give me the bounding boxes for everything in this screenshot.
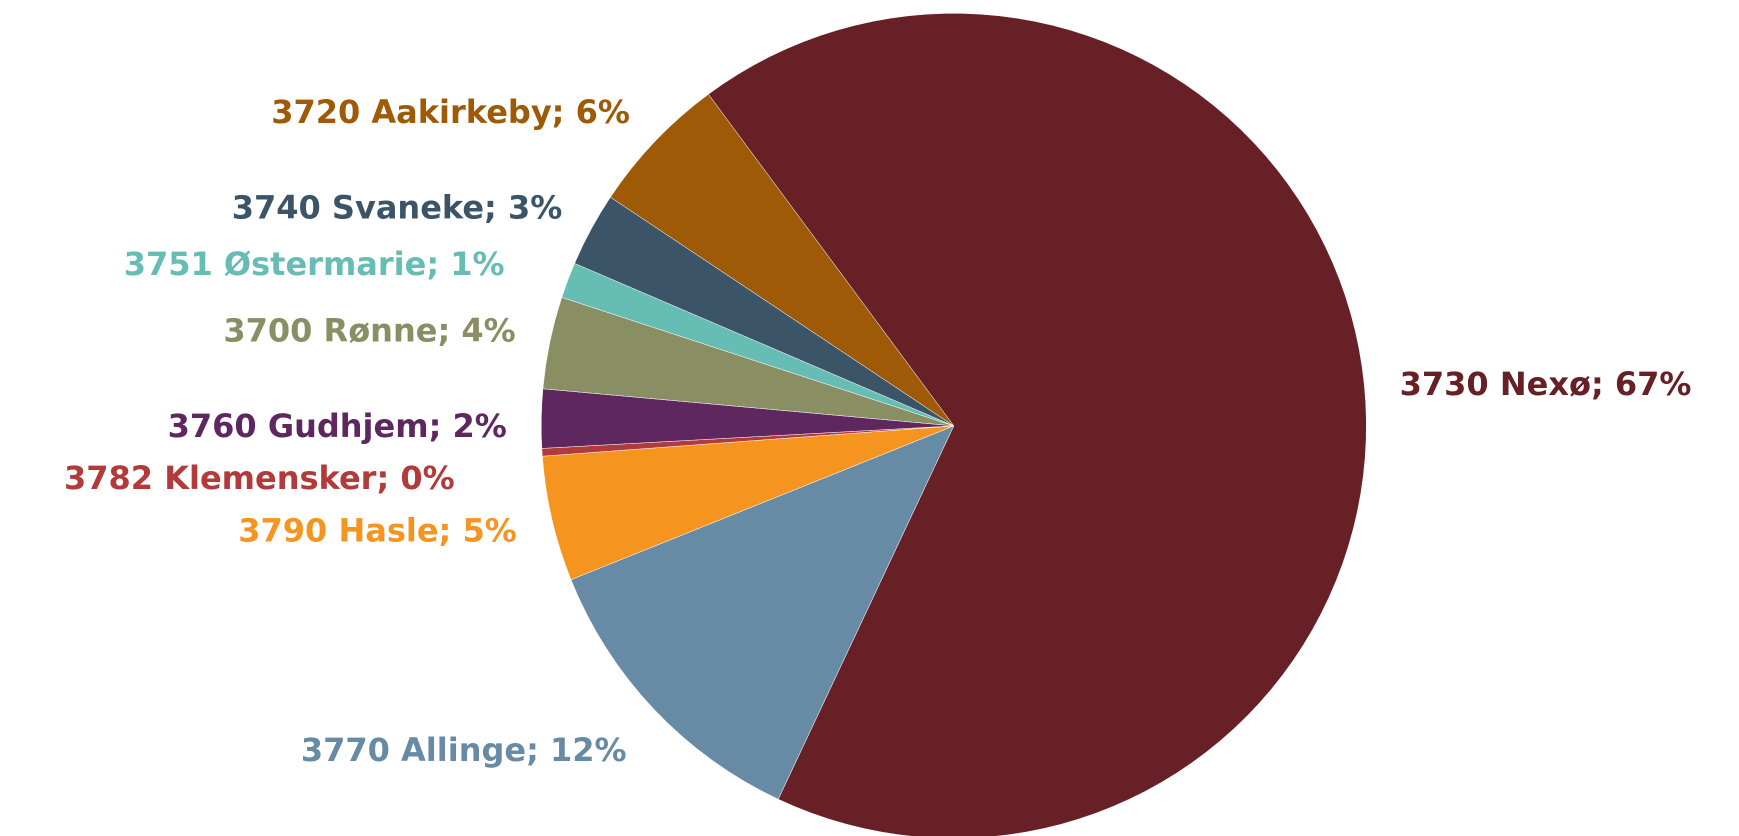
pie-slice <box>570 425 955 800</box>
slice-label: 3730 Nexø; 67% <box>1400 365 1692 403</box>
slice-label: 3790 Hasle; 5% <box>238 511 517 549</box>
slice-label: 3760 Gudhjem; 2% <box>168 407 507 445</box>
slice-label: 3740 Svaneke; 3% <box>232 189 563 227</box>
slice-label: 3720 Aakirkeby; 6% <box>271 93 630 131</box>
slice-label: 3700 Rønne; 4% <box>223 312 515 350</box>
slice-label: 3770 Allinge; 12% <box>301 731 627 769</box>
pie-slice <box>610 93 954 427</box>
slice-label: 3751 Østermarie; 1% <box>124 245 505 283</box>
pie-slice <box>708 13 1367 836</box>
slice-label: 3782 Klemensker; 0% <box>64 459 455 497</box>
